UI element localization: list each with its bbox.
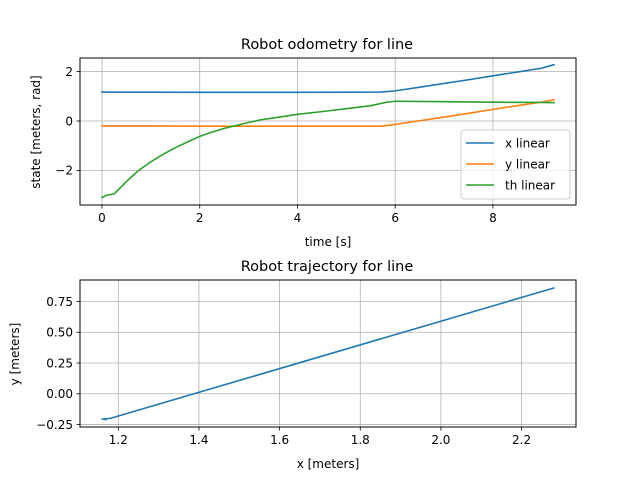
x-tick-label: 4 — [294, 211, 302, 225]
trajectory-x-axis-label: x [meters] — [297, 457, 360, 471]
odometry-series — [100, 63, 555, 199]
odometry-ticks: 0 2 4 6 8 −2 0 2 — [55, 65, 496, 225]
trajectory-y-axis-label: y [meters] — [8, 323, 22, 386]
y-tick-label: −2 — [55, 164, 73, 178]
legend-label: y linear — [505, 158, 550, 172]
y-tick-label: −0.25 — [36, 418, 73, 432]
legend-entry: y linear — [466, 158, 550, 172]
legend-frame — [460, 129, 571, 200]
legend-entry: th linear — [466, 179, 555, 193]
odometry-title: Robot odometry for line — [241, 37, 413, 53]
odometry-x-axis-label: time [s] — [305, 235, 352, 249]
odometry-axes-frame — [79, 57, 577, 206]
trajectory-grid — [80, 280, 576, 427]
x-tick-label: 8 — [489, 211, 497, 225]
trajectory-panel: Robot trajectory for line 1.2 1.4 1.6 1.8 2.… — [8, 259, 577, 471]
legend-label: x linear — [505, 137, 550, 151]
y-tick-label: 0.50 — [46, 326, 73, 340]
series-line — [101, 98, 555, 127]
trajectory-title: Robot trajectory for line — [241, 259, 414, 275]
legend-entry: x linear — [466, 137, 550, 151]
odometry-legend: x linear y linear th linear — [460, 129, 571, 200]
x-tick-label: 6 — [391, 211, 399, 225]
x-tick-label: 0 — [98, 211, 106, 225]
y-tick-label: 0.75 — [46, 295, 73, 309]
x-tick-label: 1.2 — [109, 433, 128, 447]
x-tick-label: 1.6 — [270, 433, 289, 447]
odometry-grid — [80, 58, 576, 205]
odometry-y-axis-label: state [meters, rad] — [29, 75, 43, 188]
x-tick-label: 2.2 — [512, 433, 531, 447]
x-tick-label: 2 — [196, 211, 204, 225]
y-tick-label: 0.25 — [46, 356, 73, 370]
series-line — [101, 63, 555, 94]
x-tick-label: 1.4 — [189, 433, 208, 447]
y-tick-label: 2 — [65, 65, 73, 79]
y-tick-label: 0 — [65, 114, 73, 128]
y-tick-label: 0.00 — [46, 387, 73, 401]
trajectory-axes-frame — [79, 279, 577, 428]
odometry-panel: Robot odometry for line 0 2 4 6 8 −2 0 2 time [… — [29, 37, 577, 249]
x-tick-label: 2.0 — [431, 433, 450, 447]
x-tick-label: 1.8 — [351, 433, 370, 447]
series-line — [101, 287, 555, 421]
series-line — [100, 100, 555, 199]
legend-label: th linear — [505, 179, 555, 193]
trajectory-ticks: 1.2 1.4 1.6 1.8 2.0 2.2 −0.25 0.00 0.25 0.50 0.75 — [36, 295, 531, 447]
trajectory-series — [101, 287, 555, 421]
